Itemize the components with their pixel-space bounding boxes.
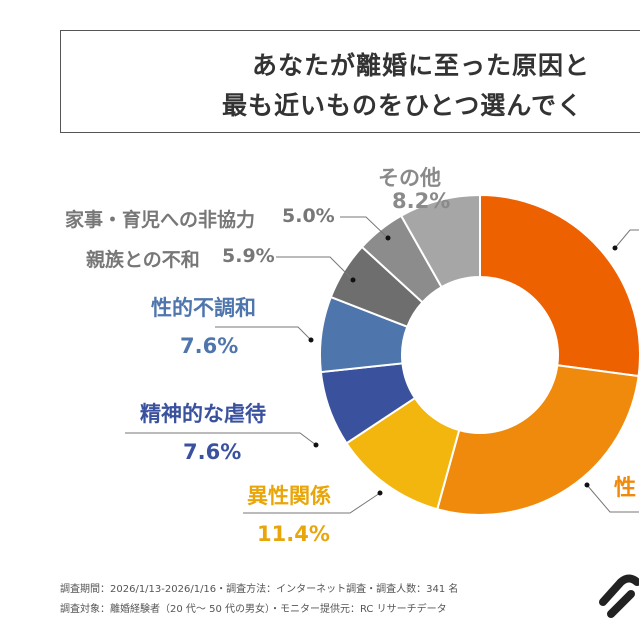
chart-title-line1: あなたが離婚に至った原因と	[252, 51, 591, 80]
value-other: 8.2%	[392, 189, 451, 213]
leader-dot	[584, 482, 590, 488]
label-sexual-incompatibility: 性的不調和	[151, 296, 256, 320]
leader-dot	[377, 490, 383, 496]
brand-logo-icon	[599, 574, 639, 618]
footer-line2: 調査対象：離婚経験者（20 代～ 50 代の男女）・モニター提供元：RC リサー…	[60, 604, 447, 615]
donut-slice-1	[436, 364, 640, 516]
donut-slice-7	[399, 193, 481, 289]
leader-line	[276, 256, 354, 281]
leader-dot	[612, 245, 618, 251]
leader-dot	[308, 337, 314, 343]
footer-line1: 調査期間：2026/1/13-2026/1/16・調査方法：インターネット調査・…	[60, 584, 459, 595]
leader-dot	[385, 235, 391, 241]
leader-line	[586, 484, 639, 513]
leader-line	[215, 326, 312, 341]
value-affair: 11.4%	[257, 522, 330, 546]
chart-title-line2: 最も近いものをひとつ選んでく	[222, 91, 584, 120]
label-other: その他	[378, 166, 441, 190]
leader-dot	[350, 277, 356, 283]
leader-line	[614, 229, 639, 249]
leader-dot	[313, 442, 319, 448]
label-relatives: 親族との不和	[86, 249, 200, 271]
label-housework: 家事・育児への非協力	[65, 209, 256, 231]
title-box	[60, 30, 640, 133]
donut-slice-0	[479, 193, 640, 378]
leader-line	[125, 432, 317, 446]
label-affair: 異性関係	[247, 484, 331, 508]
leader-line	[243, 492, 381, 514]
value-mental-abuse: 7.6%	[183, 440, 242, 464]
label-slice-2: 性	[614, 476, 637, 501]
label-mental-abuse: 精神的な虐待	[140, 402, 266, 426]
value-housework: 5.0%	[282, 205, 335, 227]
value-relatives: 5.9%	[222, 245, 275, 267]
value-sexual-incompatibility: 7.6%	[180, 334, 239, 358]
leader-line	[340, 216, 389, 239]
